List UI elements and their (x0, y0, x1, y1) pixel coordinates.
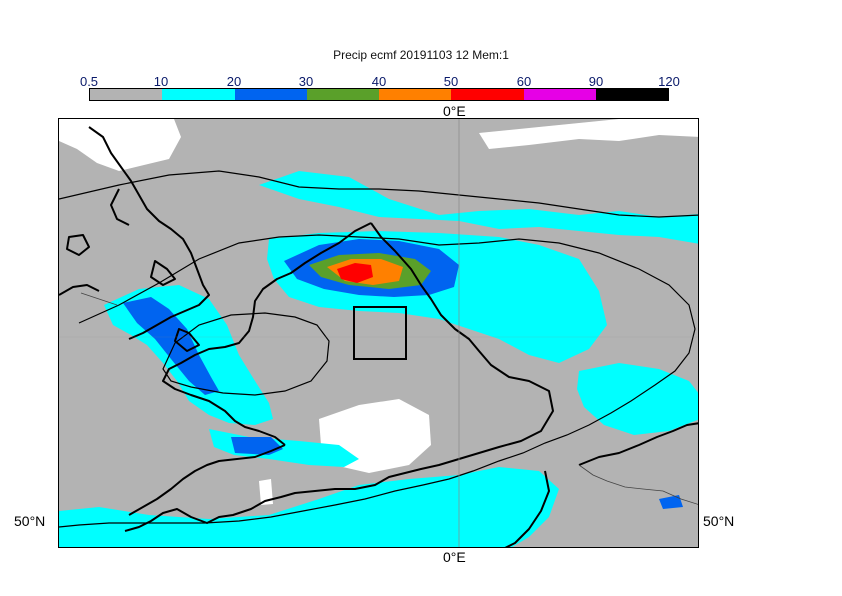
lat-label-left: 50°N (14, 513, 46, 529)
precip-map (58, 118, 699, 548)
colorbar-tick: 40 (371, 74, 387, 89)
colorbar-segment (234, 89, 307, 100)
colorbar-segment (379, 89, 452, 100)
colorbar-tick: 50 (443, 74, 459, 89)
lat-label-right: 50°N (703, 513, 735, 529)
red-precip-areas (337, 263, 373, 283)
lon-label-bottom: 0°E (443, 549, 466, 565)
colorbar-tick: 10 (153, 74, 169, 89)
colorbar-segment (451, 89, 524, 100)
colorbar-tick: 20 (226, 74, 242, 89)
cyan-precip-areas (59, 171, 698, 547)
colorbar (89, 88, 669, 101)
borders (80, 292, 698, 505)
lon-label-top: 0°E (443, 103, 466, 119)
colorbar-tick: 0.5 (79, 74, 99, 89)
colorbar-segment (162, 89, 235, 100)
colorbar-segment (306, 89, 379, 100)
isobars (59, 170, 698, 528)
map-title: Precip ecmf 20191103 12 Mem:1 (333, 48, 509, 62)
colorbar-segment (523, 89, 596, 100)
colorbar-tick: 60 (516, 74, 532, 89)
colorbar-segment (595, 89, 668, 100)
region-box (353, 306, 407, 360)
colorbar-tick: 120 (658, 74, 680, 89)
colorbar-tick: 90 (588, 74, 604, 89)
colorbar-segment (90, 89, 163, 100)
coastlines (59, 126, 698, 547)
no-precip-areas (59, 119, 698, 505)
map-canvas (59, 119, 698, 547)
colorbar-tick: 30 (298, 74, 314, 89)
